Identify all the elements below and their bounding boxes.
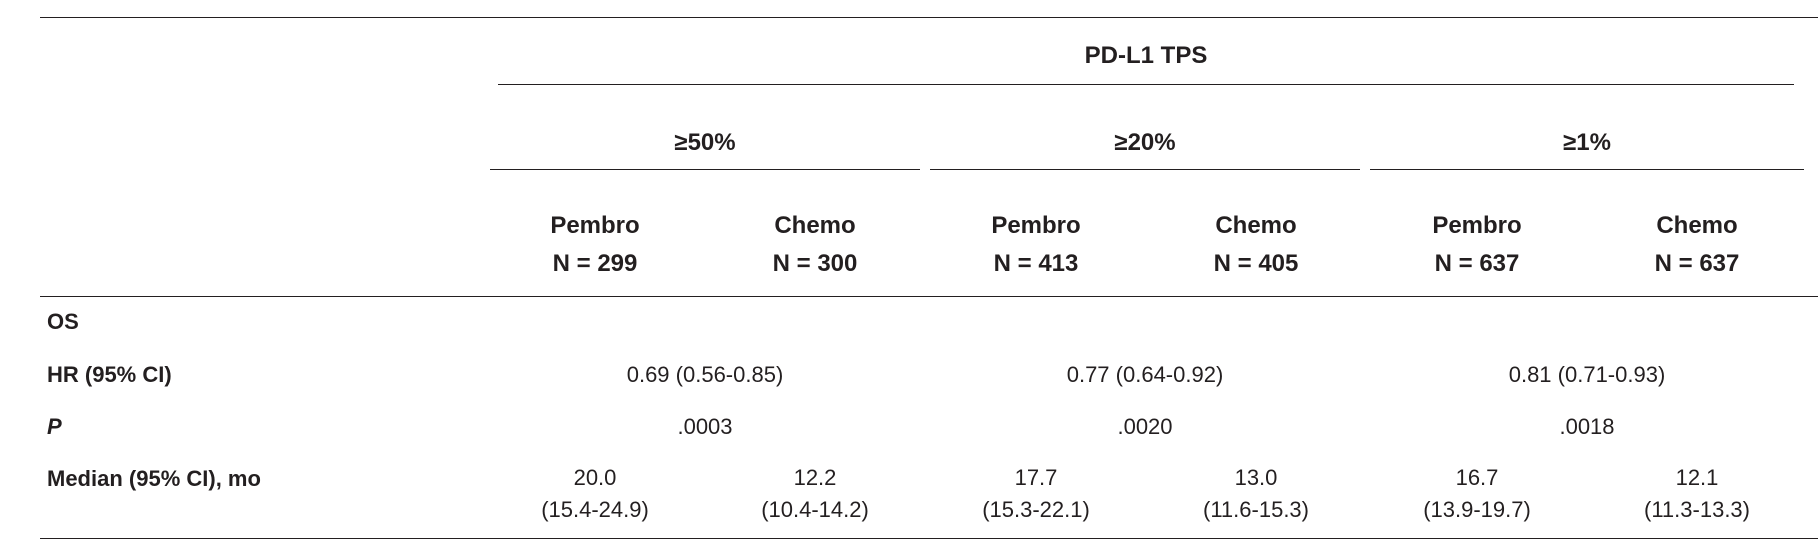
median-ci: (11.3-13.3) [1644,497,1750,522]
column-arm: Pembro [991,212,1081,239]
column-arm: Chemo [1215,212,1297,239]
median-estimate: 16.7 [1455,465,1499,490]
median-estimate: 12.1 [1675,465,1719,490]
column-header: Pembro N = 299 [550,207,639,283]
column-header: Chemo N = 300 [773,207,858,283]
subgroup-header-1: ≥1% [1563,129,1611,156]
column-header: Chemo N = 405 [1214,207,1299,283]
median-cell: 12.1 (11.3-13.3) [1644,462,1750,526]
bottom-rule [40,538,1818,539]
column-n: N = 300 [772,250,858,277]
column-n: N = 299 [552,250,638,277]
row-label-hr: HR (95% CI) [47,362,172,387]
subgroup-header-20: ≥20% [1114,129,1176,156]
median-estimate: 12.2 [793,465,837,490]
subgroup-rule-50 [490,169,920,170]
column-header: Chemo N = 637 [1655,207,1740,283]
column-header: Pembro N = 413 [991,207,1080,283]
median-cell: 20.0 (15.4-24.9) [541,462,649,526]
median-cell: 13.0 (11.6-15.3) [1203,462,1309,526]
hr-value: 0.81 (0.71-0.93) [1508,362,1666,387]
hr-value: 0.69 (0.56-0.85) [626,362,784,387]
median-cell: 16.7 (13.9-19.7) [1423,462,1531,526]
column-arm: Pembro [1432,212,1522,239]
subgroup-header-50: ≥50% [674,129,736,156]
p-value: .0003 [677,414,733,439]
subgroup-rule-1 [1370,169,1804,170]
median-estimate: 13.0 [1234,465,1278,490]
group-header-pd-l1-tps: PD-L1 TPS [1084,42,1208,69]
column-arm: Chemo [1656,212,1738,239]
top-rule [40,17,1818,18]
hr-value: 0.77 (0.64-0.92) [1066,362,1224,387]
median-estimate: 17.7 [1014,465,1058,490]
p-value: .0018 [1559,414,1615,439]
group-header-rule [498,84,1794,85]
column-n: N = 413 [993,250,1079,277]
section-label-os: OS [47,309,79,334]
column-n: N = 637 [1654,250,1740,277]
header-bottom-rule [40,296,1818,297]
median-estimate: 20.0 [573,465,617,490]
column-arm: Chemo [774,212,856,239]
column-n: N = 637 [1434,250,1520,277]
median-cell: 12.2 (10.4-14.2) [761,462,869,526]
column-arm: Pembro [550,212,640,239]
median-ci: (15.4-24.9) [541,497,649,522]
median-ci: (13.9-19.7) [1423,497,1531,522]
row-label-p: P [47,414,62,439]
median-ci: (15.3-22.1) [982,497,1090,522]
column-n: N = 405 [1213,250,1299,277]
median-cell: 17.7 (15.3-22.1) [982,462,1090,526]
column-header: Pembro N = 637 [1432,207,1521,283]
p-value: .0020 [1117,414,1173,439]
median-ci: (10.4-14.2) [761,497,869,522]
median-ci: (11.6-15.3) [1203,497,1309,522]
subgroup-rule-20 [930,169,1360,170]
row-label-median: Median (95% CI), mo [47,466,261,491]
